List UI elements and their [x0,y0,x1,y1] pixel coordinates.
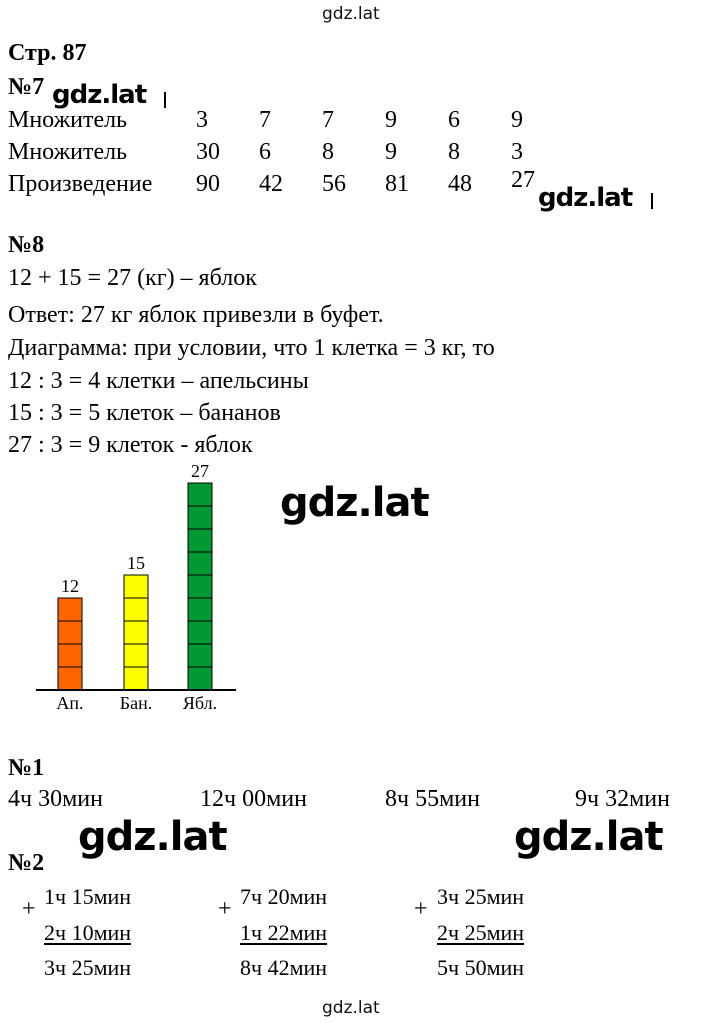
time-value: 8ч 55мин [385,786,480,810]
table-cell: 6 [448,107,460,133]
time-value: 4ч 30мин [8,786,103,810]
watermark-cursor [651,193,653,209]
table-cell: 8 [322,139,334,165]
table-cell: 9 [385,139,397,165]
table-cell: 90 [196,171,220,197]
table-cell: 7 [259,107,271,133]
table-cell: 3 [511,139,523,165]
data-label: 15 [127,553,145,573]
watermark-cursor [164,92,166,108]
plus-sign: + [414,896,428,922]
category-label: Ап. [56,693,83,713]
time-value: 12ч 00мин [200,786,307,810]
table-cell: 56 [322,171,346,197]
watermark-bottom: gdz.lat [322,998,380,1018]
table-cell: 81 [385,171,409,197]
table-cell: 30 [196,139,220,165]
addend: 2ч 10мин [44,920,132,945]
table-cell: 3 [196,107,208,133]
plus-sign: + [218,896,232,922]
task8-line: 12 : 3 = 4 клетки – апельсины [8,368,309,394]
task8-line: Ответ: 27 кг яблок привезли в буфет. [8,302,384,328]
sum-result: 3ч 25мин [44,955,132,980]
addend: 2ч 25мин [437,920,525,945]
bar [187,482,213,691]
table-row-label: Множитель [8,139,128,165]
table-cell: 27 [511,167,535,193]
category-label: Ябл. [183,693,217,713]
page-header: Стр. 87 [8,40,87,66]
addend: 1ч 15мин [44,884,132,909]
task8-line: 27 : 3 = 9 клеток - яблок [8,432,253,458]
table-cell: 8 [448,139,460,165]
table-cell: 9 [511,107,523,133]
task8-line: Диаграмма: при условии, что 1 клетка = 3… [8,335,495,361]
table-cell: 7 [322,107,334,133]
task8-line: 12 + 15 = 27 (кг) – яблок [8,265,257,291]
table-cell: 42 [259,171,283,197]
table-cell: 9 [385,107,397,133]
sum-result: 8ч 42мин [240,955,328,980]
watermark-task1-left: gdz.lat [78,814,228,860]
bar [123,574,149,691]
plus-sign: + [22,896,36,922]
addend: 1ч 22мин [240,920,328,945]
addend: 7ч 20мин [240,884,328,909]
task1-values: 4ч 30мин 12ч 00мин 8ч 55мин 9ч 32мин [0,786,720,810]
bar-chart: 12 Ап. 15 Бан. 27 Ябл. [36,461,236,713]
time-value: 9ч 32мин [575,786,670,810]
watermark-task7-right: gdz.lat [538,183,633,213]
addend: 3ч 25мин [437,884,525,909]
task7-label: №7 [8,74,45,100]
watermark-task1-right: gdz.lat [514,814,664,860]
data-label: 27 [191,461,209,481]
sum-result: 5ч 50мин [437,955,525,980]
task2-label: №2 [8,850,45,876]
table-row-label: Произведение [8,171,153,197]
table-row-label: Множитель [8,107,128,133]
category-label: Бан. [120,693,152,713]
watermark-chart: gdz.lat [280,480,430,526]
table-cell: 48 [448,171,472,197]
watermark-top: gdz.lat [322,4,380,24]
task1-label: №1 [8,755,45,781]
table-cell: 6 [259,139,271,165]
task8-label: №8 [8,232,45,258]
data-label: 12 [61,576,79,596]
task8-line: 15 : 3 = 5 клеток – бананов [8,400,281,426]
watermark-task7: gdz.lat [52,80,147,110]
